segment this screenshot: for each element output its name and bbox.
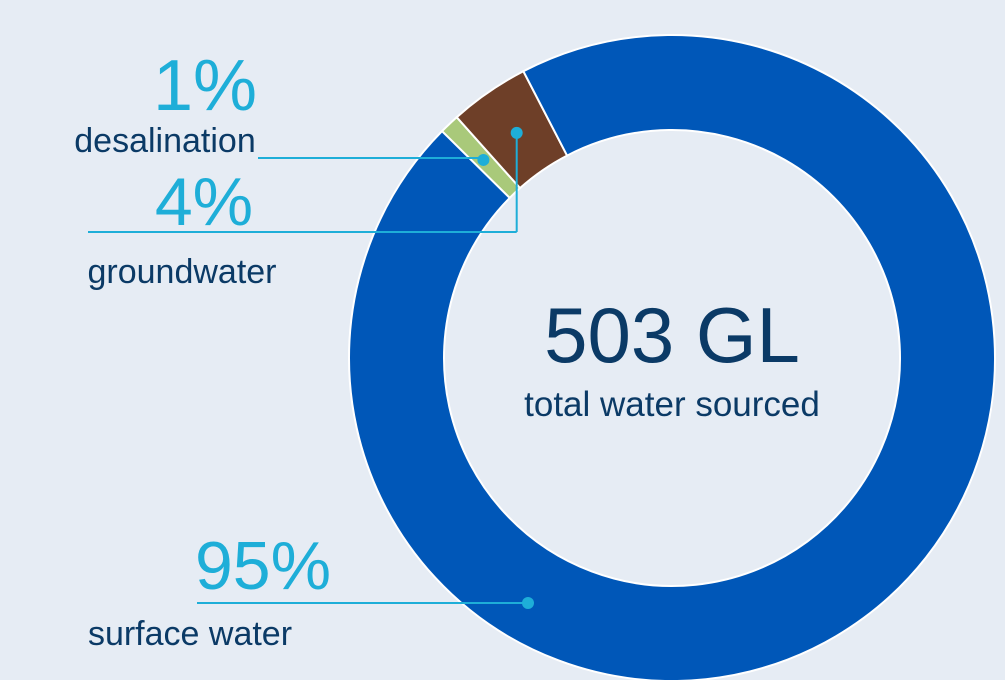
category-label-surface-water: surface water	[88, 615, 292, 653]
category-label-groundwater: groundwater	[87, 253, 276, 291]
leader-dot-surface-water	[522, 597, 534, 609]
leader-dot-groundwater	[510, 126, 523, 139]
slice-surface-water	[348, 34, 996, 680]
leader-lines	[88, 126, 534, 609]
slice-labels: 1%desalination 4% groundwater 95% surface wa…	[74, 46, 331, 653]
center-value: 503 GL	[544, 291, 800, 379]
center-label: total water sourced	[524, 385, 820, 424]
leader-dot-desalination	[477, 153, 490, 166]
value-label-groundwater: 4%	[155, 164, 253, 240]
value-label-surface-water: 95%	[195, 528, 331, 604]
category-label-desalination: desalination	[74, 122, 255, 160]
value-label-desalination: 1%	[153, 46, 257, 126]
